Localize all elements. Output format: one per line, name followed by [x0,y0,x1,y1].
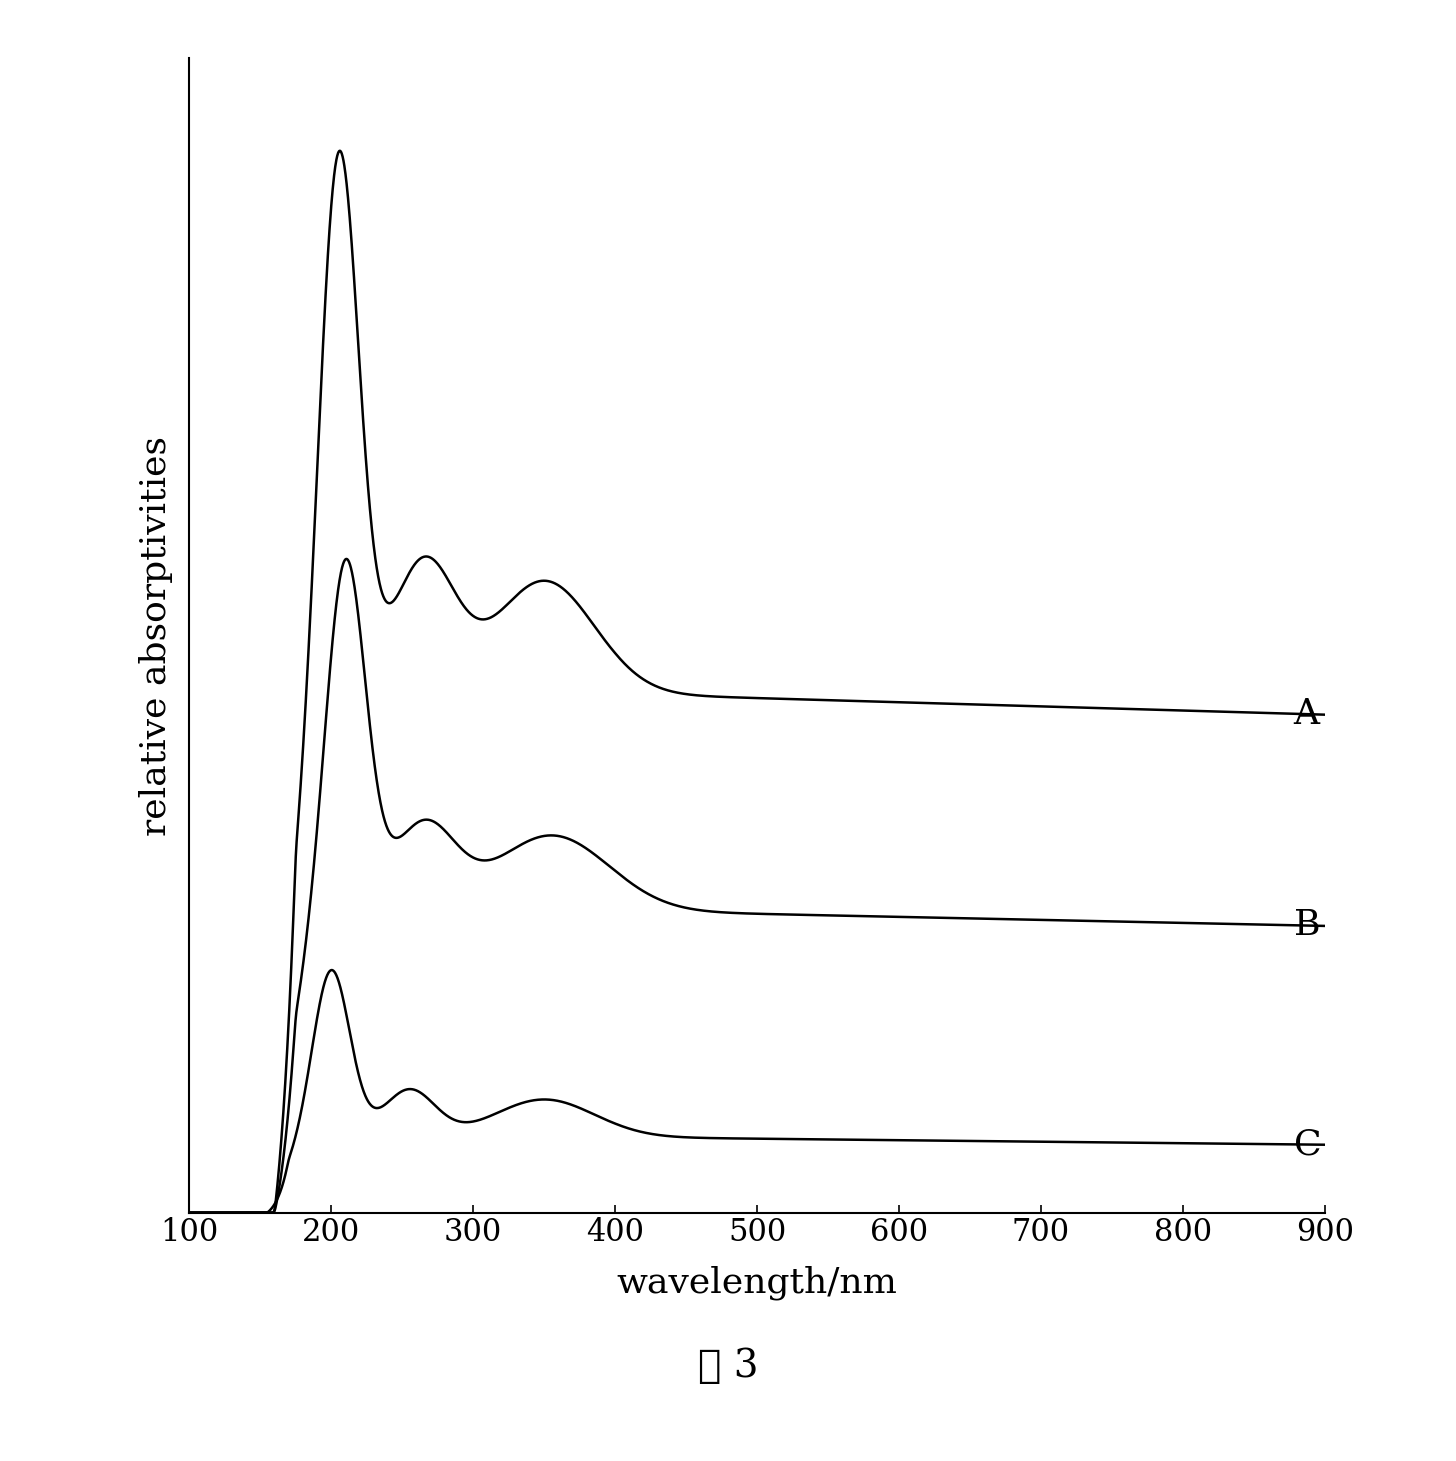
Text: 图 3: 图 3 [697,1347,759,1385]
Y-axis label: relative absorptivities: relative absorptivities [138,435,173,836]
X-axis label: wavelength/nm: wavelength/nm [617,1265,897,1300]
Text: C: C [1294,1128,1322,1161]
Text: B: B [1294,909,1321,942]
Text: A: A [1294,697,1319,730]
